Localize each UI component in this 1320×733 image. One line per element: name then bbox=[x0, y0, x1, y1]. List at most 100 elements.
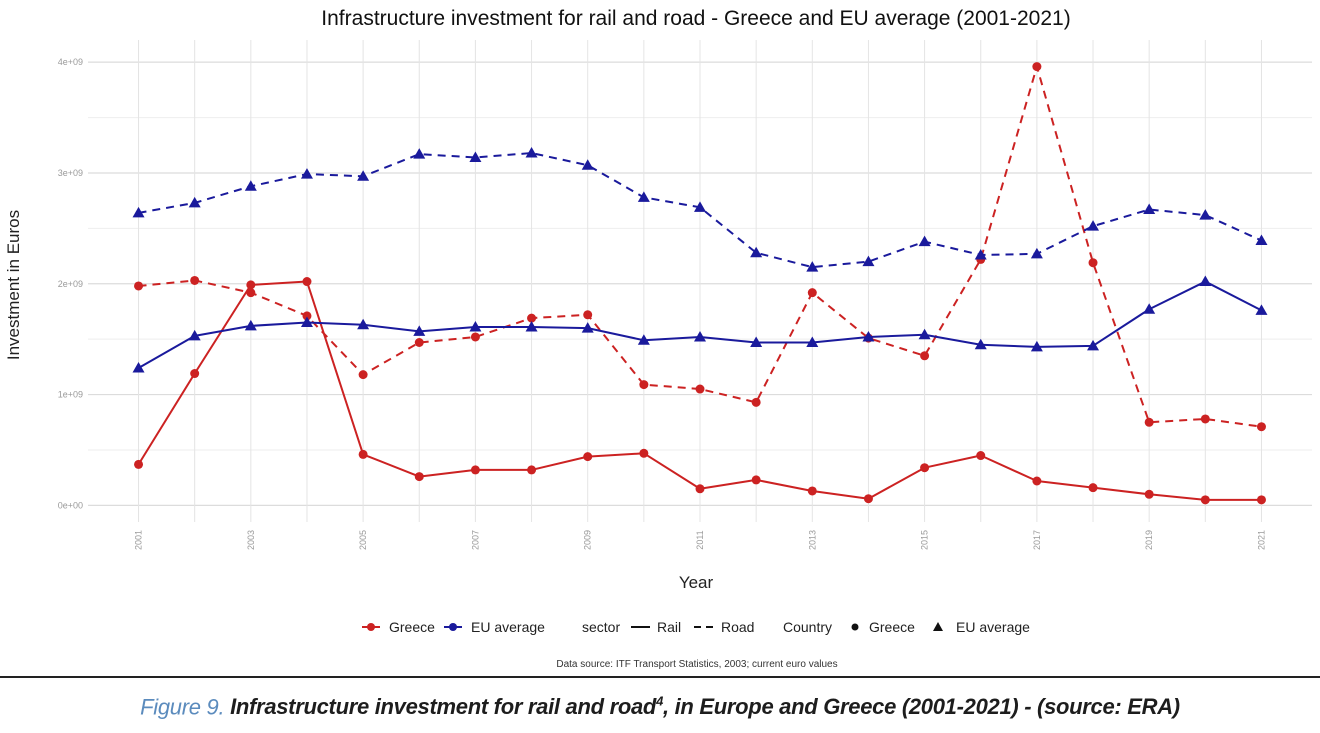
point-greece-road bbox=[470, 332, 480, 342]
point-eu-average-rail bbox=[1087, 339, 1100, 351]
point-eu-average-road bbox=[581, 159, 594, 170]
legend-item-rail: Rail bbox=[631, 619, 681, 635]
point-eu-average-rail bbox=[188, 329, 201, 341]
x-axis-ticks: 2001 2003 2005 2007 2009 2011 2013 2015 2017 2019… bbox=[134, 530, 1267, 550]
y-tick-label: 3e+09 bbox=[58, 168, 83, 178]
legend-label-rail: Rail bbox=[657, 619, 681, 635]
point-eu-average-rail bbox=[525, 320, 538, 332]
data-source-note: Data source: ITF Transport Statistics, 2… bbox=[556, 659, 837, 670]
point-greece-rail bbox=[863, 494, 873, 504]
point-greece-road bbox=[358, 370, 368, 380]
point-greece-rail bbox=[302, 277, 312, 287]
point-greece-rail bbox=[1088, 483, 1098, 493]
point-eu-average-road bbox=[525, 147, 538, 158]
point-eu-average-rail bbox=[1030, 340, 1043, 352]
y-tick-label: 4e+09 bbox=[58, 57, 83, 67]
point-greece-rail bbox=[639, 448, 649, 458]
point-greece-rail bbox=[807, 486, 817, 496]
point-greece-rail bbox=[1256, 495, 1266, 505]
point-greece-road bbox=[246, 288, 256, 298]
point-eu-average-road bbox=[300, 168, 313, 179]
legend-item-road: Road bbox=[694, 619, 754, 635]
legend-item-country-eu: EU average bbox=[933, 619, 1030, 635]
point-eu-average-road bbox=[694, 201, 706, 212]
point-greece-rail bbox=[190, 369, 200, 379]
legend-marker-greece bbox=[367, 623, 375, 631]
chart-title: Infrastructure investment for rail and r… bbox=[321, 7, 1070, 30]
series-greece-road bbox=[134, 62, 1266, 432]
x-tick-label: 2003 bbox=[246, 530, 256, 550]
point-eu-average-rail bbox=[357, 318, 370, 330]
legend-title-sector: sector bbox=[582, 619, 620, 635]
x-axis-title: Year bbox=[679, 573, 714, 592]
caption-footnote-mark: 4 bbox=[656, 694, 663, 709]
point-greece-road bbox=[1032, 62, 1042, 72]
figure-caption: Figure 9. Infrastructure investment for … bbox=[0, 694, 1320, 720]
legend-marker-triangle bbox=[933, 622, 943, 631]
legend-label-road: Road bbox=[721, 619, 754, 635]
point-greece-rail bbox=[414, 472, 424, 482]
point-greece-road bbox=[639, 380, 649, 390]
grid bbox=[88, 40, 1312, 522]
series-eu-average-road bbox=[132, 147, 1268, 272]
legend-label-country-greece: Greece bbox=[869, 619, 915, 635]
legend-marker-circle bbox=[851, 623, 859, 631]
caption-divider bbox=[0, 676, 1320, 678]
point-eu-average-road bbox=[188, 196, 201, 208]
point-eu-average-road bbox=[1030, 247, 1043, 259]
point-eu-average-road bbox=[862, 255, 875, 267]
x-tick-label: 2013 bbox=[807, 530, 817, 550]
point-eu-average-road bbox=[244, 180, 257, 191]
legend-marker-eu bbox=[449, 623, 457, 631]
x-tick-label: 2021 bbox=[1256, 530, 1266, 550]
point-greece-road bbox=[751, 397, 761, 407]
point-eu-average-road bbox=[918, 235, 931, 247]
x-tick-label: 2007 bbox=[470, 530, 480, 550]
point-eu-average-rail bbox=[862, 330, 875, 342]
point-eu-average-road bbox=[413, 148, 426, 159]
point-eu-average-rail bbox=[581, 322, 594, 333]
point-greece-rail bbox=[358, 449, 368, 459]
point-greece-rail bbox=[134, 459, 144, 469]
point-eu-average-rail bbox=[244, 319, 257, 331]
legend-item-greece-color: Greece bbox=[362, 619, 435, 635]
point-eu-average-rail bbox=[469, 320, 482, 332]
y-tick-label: 1e+09 bbox=[58, 390, 83, 400]
series-greece-rail bbox=[134, 277, 1266, 505]
series-eu-average-rail bbox=[132, 275, 1268, 373]
point-greece-road bbox=[583, 310, 593, 320]
point-greece-rail bbox=[1032, 476, 1042, 486]
point-eu-average-road bbox=[750, 246, 763, 258]
line-greece-road bbox=[138, 65, 1262, 428]
legend-label-country-eu: EU average bbox=[956, 619, 1030, 635]
point-greece-rail bbox=[920, 463, 930, 473]
caption-text: Infrastructure investment for rail and r… bbox=[224, 694, 657, 720]
point-eu-average-road bbox=[1143, 203, 1156, 215]
point-eu-average-road bbox=[469, 151, 482, 162]
point-greece-road bbox=[414, 337, 424, 347]
point-eu-average-road bbox=[1255, 234, 1268, 246]
caption-text-tail: , in Europe and Greece (2001-2021) - (so… bbox=[663, 694, 1180, 720]
x-tick-label: 2019 bbox=[1144, 530, 1154, 550]
legend-title-country: Country bbox=[783, 619, 832, 635]
point-eu-average-road bbox=[637, 191, 650, 202]
point-eu-average-road bbox=[1087, 220, 1100, 231]
point-greece-rail bbox=[695, 484, 705, 494]
point-greece-rail bbox=[246, 280, 256, 290]
point-eu-average-road bbox=[132, 206, 145, 218]
point-eu-average-road bbox=[806, 261, 819, 272]
figure-label: Figure 9. bbox=[140, 694, 225, 720]
y-tick-label: 2e+09 bbox=[58, 279, 83, 289]
point-eu-average-rail bbox=[132, 361, 145, 373]
point-greece-road bbox=[920, 351, 930, 361]
legend-item-eu-color: EU average bbox=[444, 619, 545, 635]
point-greece-rail bbox=[751, 475, 761, 485]
point-eu-average-rail bbox=[1143, 303, 1156, 314]
y-axis-title: Investment in Euros bbox=[4, 210, 23, 360]
point-eu-average-rail bbox=[750, 336, 763, 347]
point-eu-average-rail bbox=[918, 328, 931, 340]
point-greece-road bbox=[1256, 422, 1266, 432]
point-greece-rail bbox=[583, 452, 593, 462]
point-eu-average-rail bbox=[694, 330, 706, 342]
point-greece-rail bbox=[527, 465, 537, 475]
